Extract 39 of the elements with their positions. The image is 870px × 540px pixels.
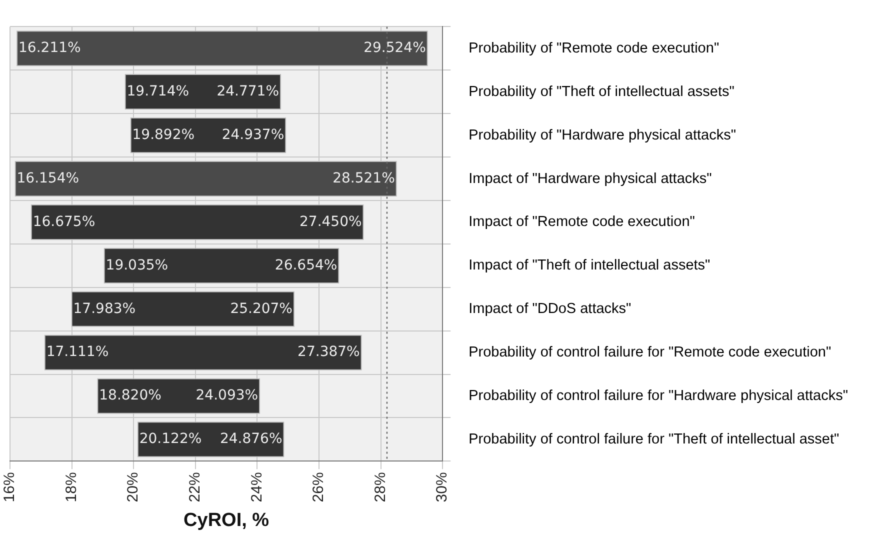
- x-tick-label: 28%: [372, 472, 389, 502]
- annotation: 19.714%: [126, 84, 190, 100]
- annotation: 17.111%: [46, 344, 109, 360]
- annotation: 24.876%: [220, 431, 282, 448]
- annotation: 18.820%: [99, 388, 162, 404]
- y-tick-label: Impact of "Hardware physical attacks": [468, 170, 712, 187]
- annotation: 16.154%: [16, 170, 80, 186]
- y-tick-label: Impact of "DDoS attacks": [468, 301, 632, 318]
- x-tick-label: 16%: [1, 472, 18, 502]
- y-tick-label: Probability of "Theft of intellectual assets": [468, 84, 734, 100]
- annotation: 16.675%: [32, 214, 96, 230]
- y-tick-label: Probability of "Remote code execution": [468, 40, 720, 56]
- annotation: 19.035%: [106, 257, 168, 274]
- x-tick-label: 26%: [310, 472, 328, 502]
- y-tick-label: Impact of "Theft of intellectual assets": [468, 258, 710, 274]
- annotation: 19.892%: [132, 126, 195, 143]
- annotation: 28.521%: [332, 170, 395, 186]
- x-tick-label: 20%: [124, 472, 142, 502]
- annotation: 24.093%: [196, 388, 258, 404]
- x-tick-label: 22%: [186, 472, 204, 502]
- annotation: 24.771%: [216, 84, 280, 100]
- annotation: 20.122%: [139, 431, 202, 448]
- x-tick-label: 24%: [248, 472, 266, 502]
- annotation: 27.387%: [298, 344, 360, 360]
- y-tick-label: Impact of "Remote code execution": [468, 214, 695, 230]
- x-tick-label: 30%: [434, 472, 451, 502]
- y-tick-label: Probability of control failure for "Remote code execution": [468, 344, 832, 361]
- annotation: 27.450%: [300, 214, 362, 230]
- annotation: 17.983%: [73, 300, 136, 317]
- annotation: 25.207%: [230, 300, 292, 317]
- y-tick-label: Probability of "Hardware physical attacks": [468, 127, 736, 144]
- annotation: 24.937%: [222, 126, 284, 143]
- y-tick-label: Probability of control failure for "Hardware physical attacks": [468, 388, 848, 404]
- x-axis-title: CyROI, %: [184, 510, 270, 531]
- y-tick-label: Probability of control failure for "Theft of intellectual asset": [468, 431, 840, 448]
- annotation: 29.524%: [364, 40, 426, 56]
- annotation: 26.654%: [274, 257, 338, 274]
- annotation: 16.211%: [18, 40, 81, 56]
- x-tick-label: 18%: [62, 472, 80, 502]
